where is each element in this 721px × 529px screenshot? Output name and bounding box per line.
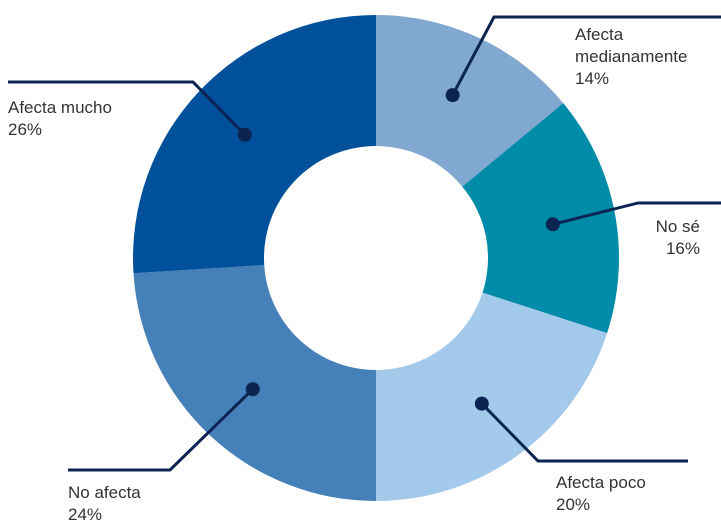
donut-slice xyxy=(376,15,564,187)
donut-slice xyxy=(133,15,376,274)
leader-line xyxy=(451,15,721,96)
category-label: Afecta mucho xyxy=(8,98,112,117)
slice-label: Afecta mucho 26% xyxy=(8,97,112,141)
donut-slice xyxy=(462,103,619,334)
leader-dot xyxy=(237,127,252,142)
slice-label: No sé 16% xyxy=(656,216,700,260)
value-label: 16% xyxy=(665,239,700,258)
leader-line xyxy=(480,402,688,463)
value-label: 14% xyxy=(575,69,610,88)
value-label: 20% xyxy=(556,495,591,514)
category-label: No afecta xyxy=(68,483,141,502)
category-label: Afecta poco xyxy=(556,473,646,492)
leader-dot xyxy=(474,396,489,411)
slice-label: No afecta 24% xyxy=(68,482,141,526)
category-label: Afecta medianamente xyxy=(575,25,688,66)
value-label: 24% xyxy=(68,505,103,524)
donut-slice xyxy=(376,292,608,501)
leader-dot xyxy=(545,217,560,232)
leader-line xyxy=(552,201,721,226)
slice-label: Afecta poco 20% xyxy=(556,472,646,516)
value-label: 26% xyxy=(8,120,43,139)
slice-label: Afecta medianamente 14% xyxy=(575,24,721,90)
leader-dot xyxy=(445,88,460,103)
leader-line xyxy=(68,388,254,472)
leader-line xyxy=(8,80,246,136)
category-label: No sé xyxy=(655,217,700,236)
leader-dot xyxy=(245,382,260,397)
